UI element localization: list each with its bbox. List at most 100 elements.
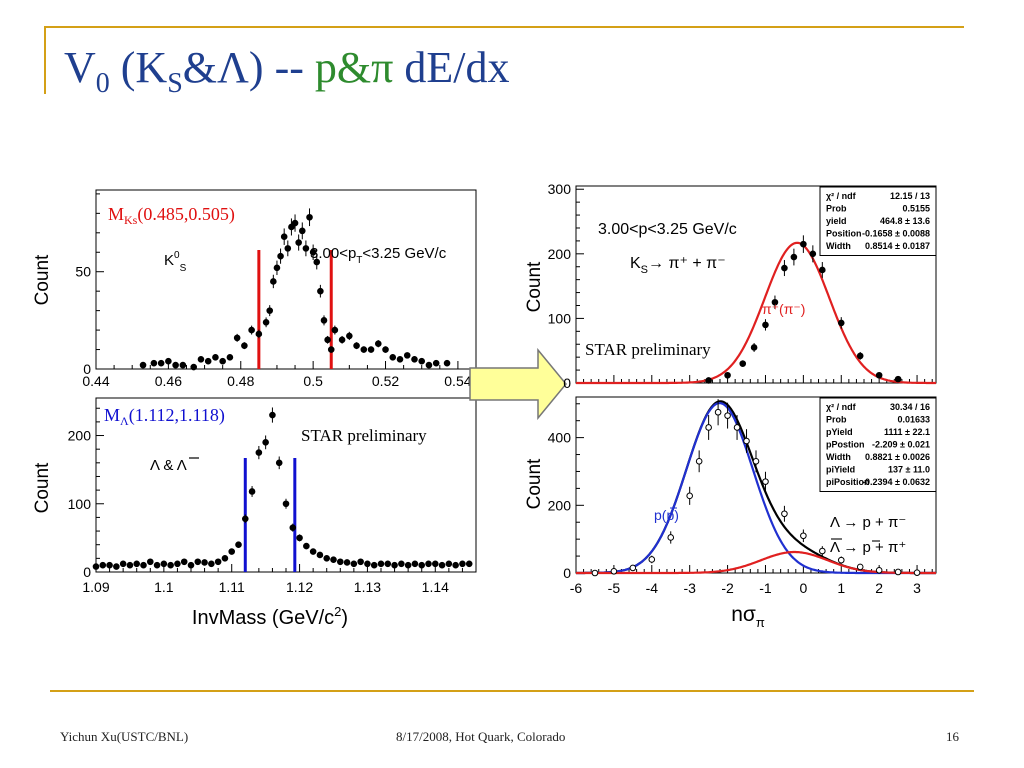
ks-invmass-point	[331, 326, 339, 334]
ks-invmass-point	[374, 340, 382, 348]
lambda-invmass-point	[153, 561, 161, 569]
x-tick-label: 0.5	[303, 373, 323, 389]
lambda-invmass-point	[418, 561, 426, 569]
x-tick-label: 1.12	[286, 579, 313, 595]
y-tick-label: 50	[75, 264, 91, 280]
lambda-invmass-point	[289, 524, 297, 531]
lambda-invmass-point	[364, 560, 371, 568]
lambda-invmass-point	[377, 560, 385, 568]
ks-invmass-point	[233, 334, 241, 342]
lambda-nsigma-point	[752, 458, 760, 465]
ks-nsigma-point	[875, 371, 883, 379]
ks-fit-stats-value: 0.8514 ± 0.0187	[865, 241, 930, 251]
ks-invmass-point	[353, 342, 360, 349]
ks-invmass-point	[273, 264, 281, 272]
lambda-nsigma-point	[913, 569, 921, 576]
ks-invmass-point	[338, 336, 346, 344]
ks-invmass-point	[197, 355, 205, 363]
ks-invmass-point	[360, 346, 368, 353]
lambda-invmass-point	[391, 561, 398, 569]
lambda-nsigma-point	[819, 547, 826, 555]
lambda-fit-stats-key: Width	[826, 452, 851, 462]
lambda-nsigma-point	[800, 532, 807, 540]
lambda-invmass-point	[146, 558, 154, 566]
lambda-invmass-point	[452, 561, 459, 569]
ks-fit-stats-value: 464.8 ± 13.6	[880, 216, 930, 226]
ks-mass-window-label: MKs(0.485,0.505)	[108, 204, 235, 227]
x-tick-label: -3	[683, 580, 696, 596]
ks-invmass-point	[212, 354, 219, 361]
ks-invmass-point	[270, 278, 277, 285]
ks-invmass-point	[288, 223, 295, 231]
ks-nsigma-point	[809, 250, 817, 258]
lambda-invmass-point	[187, 561, 195, 569]
lambda-invmass-point	[255, 449, 263, 456]
ks-invmass-point	[248, 326, 255, 334]
lambda-nsigma-point	[591, 569, 599, 577]
slide-number: 16	[946, 729, 959, 744]
ks-invmass-point	[226, 354, 234, 361]
ks-particle-sup: 0	[174, 250, 180, 261]
lambda-invmass-point	[113, 563, 120, 570]
ks-fit-stats-key: Prob	[826, 204, 847, 214]
ks-invmass-point	[266, 307, 274, 314]
ks-nsigma-point	[750, 344, 758, 351]
x-tick-label: 0.48	[227, 373, 254, 389]
ks-invmass-point	[150, 359, 158, 367]
ks-momentum-label: 3.00<p<3.25 GeV/c	[598, 221, 737, 238]
lambda-mass-window-sub: Λ	[120, 414, 129, 428]
lambda-invmass-point	[459, 560, 466, 568]
ks-invmass-point	[204, 357, 212, 365]
x-tick-label: 1.14	[422, 579, 449, 595]
nsigma-xlabel: nσπ	[731, 603, 765, 630]
lambda-nsigma-point	[667, 534, 675, 541]
lambda-fit-stats-key: pPostion	[826, 440, 865, 450]
x-tick-label: 1.13	[354, 579, 381, 595]
ks-invmass-point	[418, 357, 426, 365]
lambda-pion-fit-curve	[576, 550, 936, 575]
lambda-nsigma-point	[695, 458, 703, 465]
ks-fit-stats-value: -0.1658 ± 0.0088	[862, 229, 930, 239]
lambda-nsigma-point	[714, 408, 722, 416]
x-tick-label: -4	[646, 580, 659, 596]
lambda-invmass-point	[404, 561, 412, 569]
lambda-invmass-point	[398, 560, 405, 568]
ks-particle-sub: S	[180, 263, 187, 274]
lambda-nsigma-point	[875, 566, 883, 574]
ks-nsigma-point	[894, 375, 902, 383]
ks-invmass-point	[165, 357, 172, 365]
y-tick-label: 0	[563, 375, 571, 391]
lambda-nsigma-point	[629, 564, 637, 572]
right-arrow	[469, 347, 567, 421]
lambda-invmass-point	[465, 560, 473, 568]
lambda-invmass-point	[350, 560, 358, 568]
lambda-fit-stats	[819, 397, 937, 492]
anti-lambda-decay-label: Λ → p + π⁺	[830, 539, 906, 556]
lambda-invmass-ylabel: Count	[32, 462, 53, 513]
lambda-fit-stats-key: χ² / ndf	[826, 402, 857, 412]
ks-decay-label: KS→ π⁺ + π⁻	[630, 255, 726, 276]
lambda-invmass-point	[194, 558, 202, 566]
lambda-fit-stats-value: 137 ± 11.0	[888, 465, 930, 475]
lambda-invmass-point	[241, 515, 249, 523]
lambda-invmass-point	[140, 561, 147, 569]
ks-invmass-point	[411, 355, 418, 363]
ks-invmass-point	[425, 361, 433, 369]
ks-fit-stats-key: Position	[826, 229, 862, 239]
x-tick-label: -1	[759, 580, 772, 596]
ks-invmass-point	[389, 354, 397, 361]
ks-fit-stats-key: Width	[826, 241, 851, 251]
x-tick-label: 0.46	[155, 373, 182, 389]
x-tick-label: 0.54	[444, 373, 471, 389]
lambda-invmass-point	[180, 558, 188, 566]
lambda-invmass-point	[214, 558, 222, 566]
left-rule	[44, 26, 46, 94]
x-tick-label: 1.1	[154, 579, 174, 595]
x-tick-label: 2	[875, 580, 883, 596]
lambda-invmass-point	[357, 558, 364, 566]
lambda-invmass-point	[119, 560, 127, 568]
x-tick-label: -5	[608, 580, 621, 596]
lambda-nsigma-point	[743, 437, 750, 445]
ks-nsigma-point	[800, 240, 807, 248]
ks-invmass-point	[327, 346, 335, 353]
